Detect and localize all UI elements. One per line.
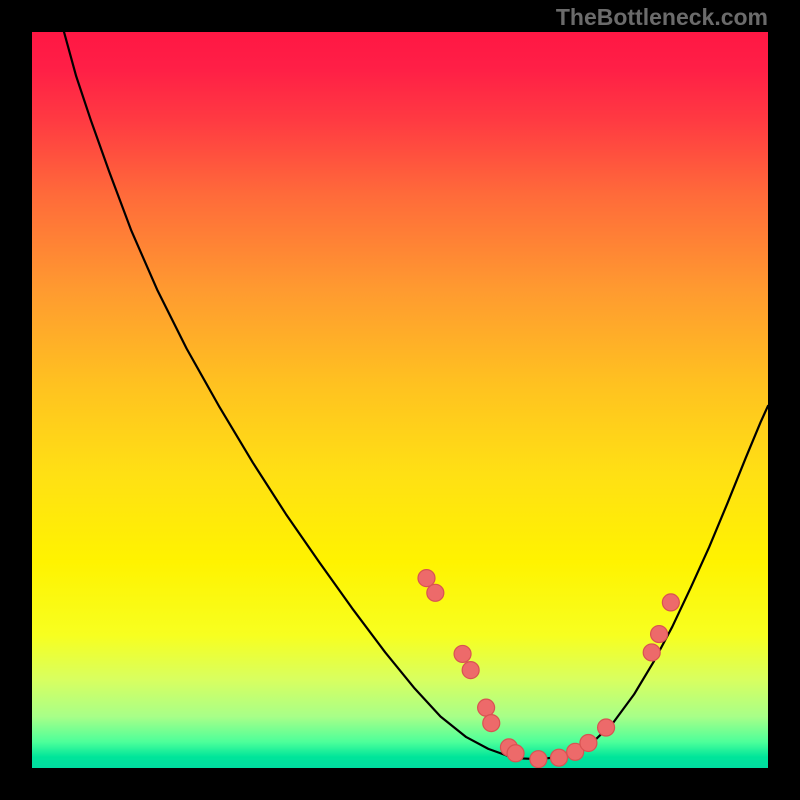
data-point <box>478 699 495 716</box>
watermark-text: TheBottleneck.com <box>556 4 768 31</box>
data-point <box>530 751 547 768</box>
data-point <box>427 584 444 601</box>
bottleneck-chart <box>32 32 768 768</box>
data-point <box>462 662 479 679</box>
data-point <box>662 594 679 611</box>
data-point <box>580 734 597 751</box>
data-point <box>483 715 500 732</box>
data-point <box>651 626 668 643</box>
data-point <box>507 745 524 762</box>
data-point <box>550 749 567 766</box>
data-point <box>598 719 615 736</box>
data-point <box>454 645 471 662</box>
data-point <box>643 644 660 661</box>
data-point <box>418 570 435 587</box>
